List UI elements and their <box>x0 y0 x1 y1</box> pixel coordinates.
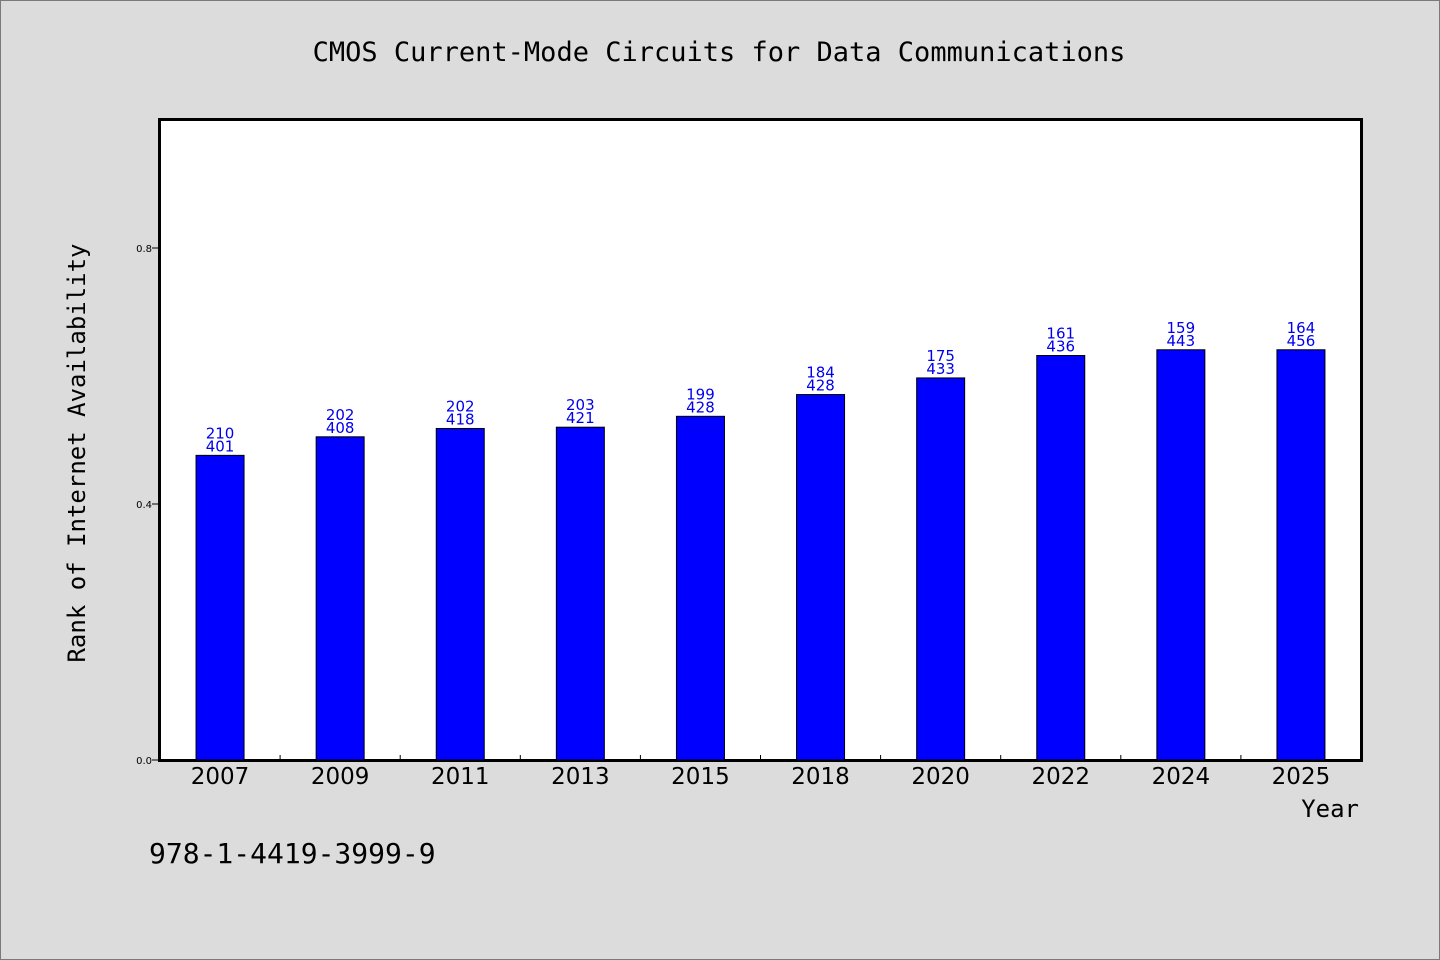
data-label-bottom: 443 <box>1167 332 1196 350</box>
data-label-top: 161 <box>1046 325 1075 343</box>
bar-2022 <box>1036 355 1086 761</box>
bar-2024 <box>1156 349 1206 761</box>
x-tick-label: 2022 <box>1031 764 1090 790</box>
x-tick-label: 2009 <box>311 764 370 790</box>
data-label-top: 175 <box>926 347 955 365</box>
bar-2011 <box>435 427 485 761</box>
data-label-top: 184 <box>806 364 835 382</box>
bar-2007 <box>195 454 245 761</box>
data-label-top: 202 <box>446 397 475 415</box>
x-tick-label: 2018 <box>791 764 850 790</box>
x-tick-label: 2007 <box>191 764 250 790</box>
bar-2025 <box>1276 349 1326 761</box>
x-tick-label: 2011 <box>431 764 490 790</box>
y-tick-label: 0.8 <box>136 244 152 255</box>
x-tick-label: 2025 <box>1272 764 1331 790</box>
data-label-bottom: 401 <box>206 437 235 455</box>
data-label-top: 199 <box>686 385 715 403</box>
data-label-top: 203 <box>566 396 595 414</box>
data-label-top: 164 <box>1287 319 1316 337</box>
x-tick-label: 2013 <box>551 764 610 790</box>
data-label-bottom: 428 <box>806 377 835 395</box>
data-label-bottom: 433 <box>926 360 955 378</box>
bar-2013 <box>555 426 605 761</box>
data-label-top: 210 <box>206 424 235 442</box>
data-labels-group: 2104012024082024182034211994281844281754… <box>206 319 1316 456</box>
data-label-bottom: 418 <box>446 410 475 428</box>
data-label-top: 159 <box>1167 319 1196 337</box>
x-tick-label: 2020 <box>911 764 970 790</box>
bar-2009 <box>315 436 365 761</box>
bars-group <box>195 349 1326 761</box>
data-label-top: 202 <box>326 406 355 424</box>
bar-2015 <box>675 415 725 761</box>
data-label-bottom: 436 <box>1046 338 1075 356</box>
x-axis-label: Year <box>1301 795 1359 823</box>
data-label-bottom: 421 <box>566 409 595 427</box>
data-label-bottom: 408 <box>326 419 355 437</box>
axis-ticks-group: 0.0 0.4 0.8 2007 2009 2011 2013 2015 2018 2020 202… <box>136 244 1330 790</box>
y-tick-label: 0.0 <box>136 756 152 767</box>
data-label-bottom: 456 <box>1287 332 1316 350</box>
y-axis-label: Rank of Internet Availability <box>63 243 91 662</box>
x-tick-label: 2024 <box>1152 764 1211 790</box>
y-tick-label: 0.4 <box>136 500 152 511</box>
isbn-text: 978-1-4419-3999-9 <box>149 837 436 870</box>
data-label-bottom: 428 <box>686 398 715 416</box>
bar-2020 <box>916 377 966 761</box>
x-tick-label: 2015 <box>671 764 730 790</box>
bar-2018 <box>796 394 846 761</box>
chart-title: CMOS Current-Mode Circuits for Data Comm… <box>313 37 1126 68</box>
